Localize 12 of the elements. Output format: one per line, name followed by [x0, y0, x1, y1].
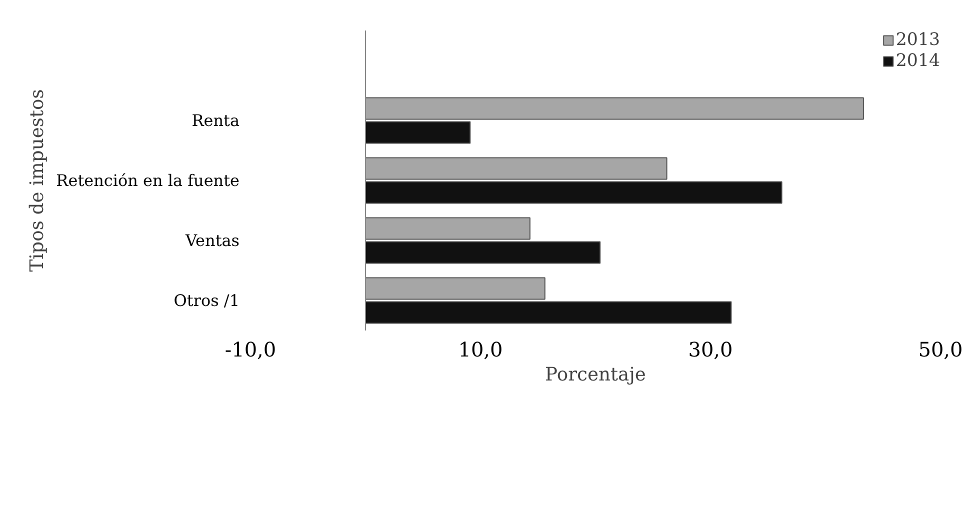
x-axis-title: Porcentaje: [545, 364, 646, 386]
x-tick-label: 10,0: [458, 338, 503, 362]
legend-label: 2013: [896, 30, 940, 50]
y-tick-label: Ventas: [184, 231, 240, 250]
y-tick-label: Retención en la fuente: [56, 171, 240, 190]
x-tick-label: -10,0: [224, 338, 276, 362]
y-tick-label: Otros /1: [174, 291, 240, 310]
legend-label: 2014: [896, 51, 940, 71]
x-tick-label: 30,0: [688, 338, 733, 362]
y-axis-title: Tipos de impuestos: [27, 89, 48, 272]
y-tick-label: Renta: [192, 111, 240, 130]
x-tick-label: 50,0: [918, 338, 963, 362]
